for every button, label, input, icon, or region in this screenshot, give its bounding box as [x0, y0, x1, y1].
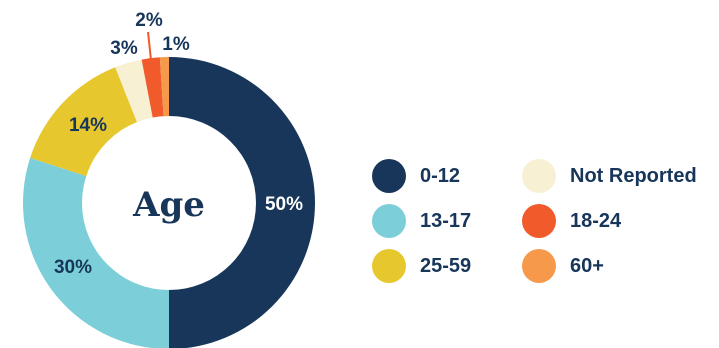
legend-item: 13-17: [372, 203, 522, 239]
slice-value-label: 1%: [162, 34, 190, 55]
slice-value-label: 2%: [135, 10, 163, 31]
legend-label: 0-12: [420, 164, 461, 187]
legend-item: 25-59: [372, 248, 522, 284]
legend-swatch: [372, 159, 406, 193]
legend-label: Not Reported: [570, 164, 697, 187]
legend-label: 25-59: [420, 254, 472, 277]
legend-item: Not Reported: [522, 158, 719, 194]
legend-label: 13-17: [420, 209, 472, 232]
legend-item: 18-24: [522, 203, 719, 239]
legend-swatch: [522, 159, 556, 193]
slice-value-label: 30%: [54, 257, 92, 278]
legend-swatch: [372, 204, 406, 238]
legend-swatch: [522, 204, 556, 238]
donut-hole: [82, 116, 256, 290]
legend-item: 0-12: [372, 158, 522, 194]
legend-swatch: [522, 249, 556, 283]
slice-value-label: 14%: [69, 115, 107, 136]
donut-chart: Age 50% 30% 14% 3% 2% 1%: [23, 10, 315, 348]
chart-title: Age: [132, 185, 205, 225]
legend-label: 18-24: [570, 209, 622, 232]
legend-swatch: [372, 249, 406, 283]
slice-value-label: 3%: [110, 38, 138, 59]
legend-label: 60+: [570, 254, 604, 277]
slice-value-label: 50%: [265, 194, 303, 215]
legend-item: 60+: [522, 248, 719, 284]
label-leader-line: [147, 31, 152, 61]
legend: 0-12 Not Reported 13-17 18-24 25-59 60+: [372, 158, 719, 284]
